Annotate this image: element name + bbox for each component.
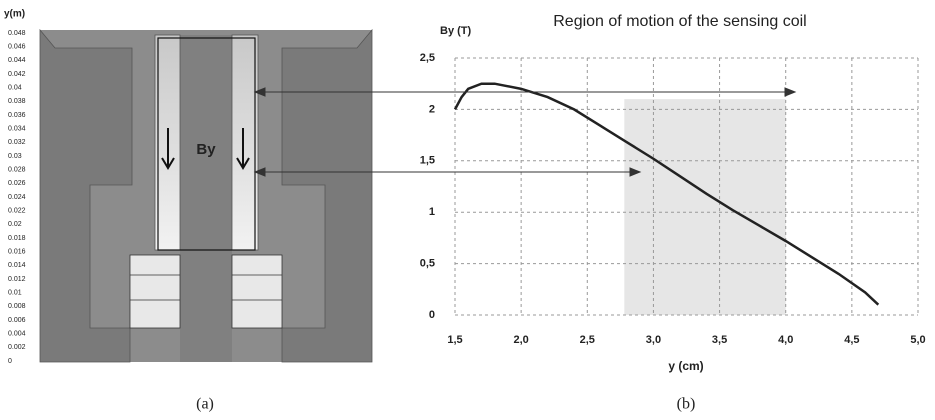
y-axis-label: By (T) (440, 25, 472, 37)
x-tick-label: 2,0 (513, 334, 528, 346)
y-tick-label: 0.008 (8, 303, 26, 310)
x-tick-label: 4,0 (778, 334, 793, 346)
y-tick-label: 0.044 (8, 57, 26, 64)
y-tick-label: 0.012 (8, 276, 26, 283)
y-axis-label: y(m) (4, 9, 25, 20)
page: {"figure_a": {"y_label": "y(m)", "ylim":… (0, 0, 935, 420)
x-tick-label: 5,0 (910, 334, 925, 346)
y-tick-label: 0.034 (8, 126, 26, 133)
y-tick-label: 2 (429, 103, 435, 115)
y-tick-label: 0.046 (8, 44, 26, 51)
y-tick-label: 0.022 (8, 208, 26, 215)
figure: By y(m) (a) 0 0.002 0.004 0.006 0.008 0.01 0.0… (0, 0, 935, 420)
chart-title: Region of motion of the sensing coil (553, 13, 806, 30)
y-tick-label: 0 (429, 309, 435, 321)
y-tick-label: 1,5 (420, 155, 435, 167)
chart: Region of motion of the sensing coil By … (420, 13, 926, 412)
y-tick-label: 2,5 (420, 52, 435, 64)
y-tick-label: 1 (429, 206, 435, 218)
y-tick-label: 0.03 (8, 153, 22, 160)
center-pole (180, 35, 232, 362)
x-axis-label: y (cm) (668, 359, 703, 373)
x-tick-label: 2,5 (580, 334, 595, 346)
y-tick-label: 0.018 (8, 235, 26, 242)
y-tick-label: 0.048 (8, 30, 26, 37)
y-tick-label: 0.004 (8, 331, 26, 338)
y-tick-label: 0.016 (8, 249, 26, 256)
x-tick-label: 4,5 (844, 334, 859, 346)
y-tick-label: 0.038 (8, 98, 26, 105)
field-map: By y(m) (a) 0 0.002 0.004 0.006 0.008 0.01 0.0… (4, 9, 372, 413)
y-tick-label: 0,5 (420, 258, 435, 270)
x-tick-label: 1,5 (447, 334, 462, 346)
y-tick-label: 0.02 (8, 221, 22, 228)
y-tick-label: 0.014 (8, 262, 26, 269)
y-tick-label: 0.028 (8, 167, 26, 174)
y-tick-label: 0.026 (8, 180, 26, 187)
y-tick-label: 0.006 (8, 317, 26, 324)
field-label: By (196, 141, 216, 158)
coil-left (130, 255, 180, 328)
y-tick-label: 0.032 (8, 139, 26, 146)
y-tick-label: 0.024 (8, 194, 26, 201)
caption: (b) (677, 396, 696, 413)
caption: (a) (196, 396, 214, 413)
coil-right (232, 255, 282, 328)
y-tick-label: 0.01 (8, 290, 22, 297)
y-tick-label: 0.042 (8, 71, 26, 78)
y-tick-label: 0 (8, 358, 12, 365)
y-tick-label: 0.002 (8, 344, 26, 351)
y-tick-label: 0.04 (8, 85, 22, 92)
gap-right (232, 35, 258, 250)
x-tick-label: 3,5 (712, 334, 727, 346)
y-tick-label: 0.036 (8, 112, 26, 119)
highlight-region (624, 99, 785, 315)
x-tick-label: 3,0 (646, 334, 661, 346)
